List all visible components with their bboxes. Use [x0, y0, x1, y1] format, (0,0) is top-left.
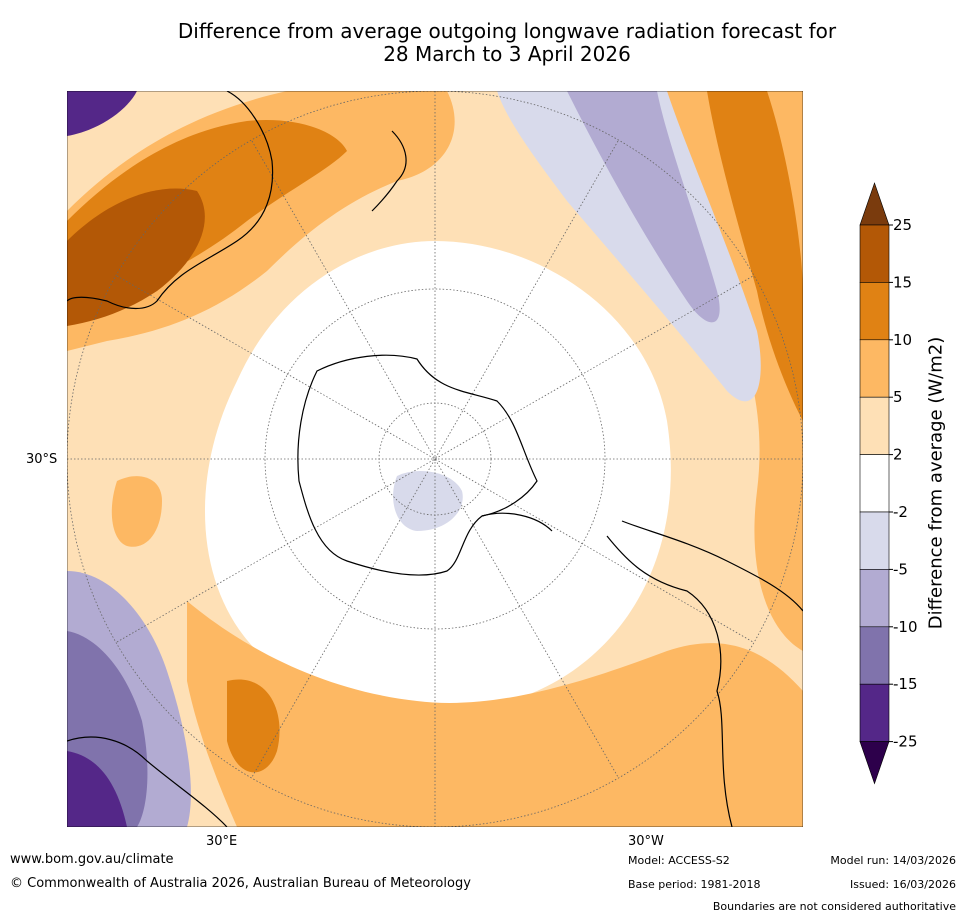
chart-title: Difference from average outgoing longwav…: [0, 20, 965, 66]
lon-label-30e: 30°E: [206, 834, 238, 849]
colorbar-ticks: 25 15 10 5 2 -2 -5 -10 -15 -25: [889, 216, 918, 751]
colorbar-tick-label: -25: [893, 733, 918, 751]
coast-antarctica: [297, 354, 538, 576]
colorbar-swatch: [859, 626, 890, 685]
coast-australia: [67, 91, 274, 310]
footer-model: Model: ACCESS-S2: [628, 854, 730, 867]
anomaly-lavender-pacific: [497, 91, 761, 402]
coast-antarctic-peninsula: [481, 512, 553, 532]
graticule: [67, 91, 803, 827]
footer-copyright: © Commonwealth of Australia 2026, Austra…: [10, 876, 471, 891]
footer-model-run: Model run: 14/03/2026: [830, 854, 956, 867]
footer-issued: Issued: 16/03/2026: [849, 878, 956, 891]
colorbar-tick-label: -10: [893, 618, 918, 636]
colorbar-arrow-bottom: [859, 741, 890, 785]
colorbar-tick-label: -5: [893, 560, 908, 578]
footer-website[interactable]: www.bom.gov.au/climate: [10, 852, 174, 867]
colorbar-swatch: [859, 339, 890, 398]
colorbar-tick-label: -15: [893, 675, 918, 693]
title-line-2: 28 March to 3 April 2026: [383, 42, 631, 66]
colorbar-tick-label: 5: [893, 388, 903, 406]
colorbar-tick-label: 2: [893, 446, 903, 464]
colorbar: 25 15 10 5 2 -2 -5 -10 -15 -25: [859, 182, 918, 785]
lat-label-30s: 30°S: [26, 452, 58, 467]
colorbar-tick-label: 10: [893, 331, 912, 349]
colorbar-swatch: [859, 683, 890, 742]
coast-africa: [67, 736, 228, 827]
anomaly-lavender-antarctica: [393, 471, 463, 531]
coast-south-america: [621, 520, 803, 612]
lon-label-30w: 30°W: [628, 834, 664, 849]
coastlines: [67, 91, 803, 827]
coast-south-america-2: [606, 535, 733, 827]
colorbar-swatch: [859, 224, 890, 283]
anomaly-brown-australia: [67, 188, 205, 326]
colorbar-arrow-top: [859, 182, 890, 226]
anomaly-orange-south: [187, 601, 803, 827]
colorbar-tick-label: 25: [893, 216, 912, 234]
footer-disclaimer: Boundaries are not considered authoritat…: [712, 900, 956, 913]
footer-base-period: Base period: 1981-2018: [628, 878, 761, 891]
polar-map: [67, 91, 803, 827]
colorbar-swatch: [859, 282, 890, 341]
colorbar-tick-label: -2: [893, 503, 908, 521]
colorbar-swatch: [859, 396, 890, 455]
anomaly-deep-purple-nw: [67, 91, 137, 136]
colorbar-swatch: [859, 569, 890, 628]
colorbar-label: Difference from average (W/m2): [925, 336, 947, 630]
anomaly-orange-west-blob: [111, 476, 162, 547]
colorbar-swatch: [859, 511, 890, 570]
anomaly-deep-purple-africa: [67, 751, 127, 827]
colorbar-swatches: [859, 182, 890, 785]
title-line-1: Difference from average outgoing longwav…: [177, 19, 837, 43]
colorbar-swatch: [859, 454, 890, 513]
colorbar-tick-label: 15: [893, 273, 912, 291]
anomaly-dark-orange-south: [227, 679, 280, 773]
anomaly-dark-orange-east: [707, 91, 803, 421]
coast-new-zealand: [371, 130, 407, 212]
anomaly-purple-pacific: [567, 91, 720, 323]
